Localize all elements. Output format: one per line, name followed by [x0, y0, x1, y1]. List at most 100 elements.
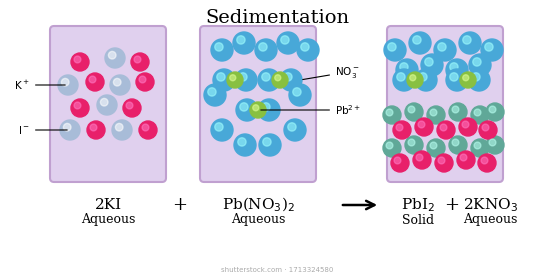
- Text: Solid: Solid: [402, 213, 434, 227]
- Circle shape: [450, 73, 458, 81]
- Text: Pb(NO$_3$)$_2$: Pb(NO$_3$)$_2$: [222, 196, 295, 214]
- Circle shape: [301, 43, 309, 51]
- Circle shape: [110, 75, 130, 95]
- Circle shape: [408, 139, 415, 146]
- Circle shape: [71, 53, 89, 71]
- Circle shape: [281, 36, 289, 44]
- Text: Aqueous: Aqueous: [463, 213, 517, 227]
- Circle shape: [89, 76, 96, 83]
- Circle shape: [472, 73, 480, 81]
- Circle shape: [438, 43, 446, 51]
- Circle shape: [408, 106, 415, 113]
- Circle shape: [468, 69, 490, 91]
- Circle shape: [280, 69, 302, 91]
- Circle shape: [208, 88, 216, 96]
- Circle shape: [234, 134, 256, 156]
- Circle shape: [277, 32, 299, 54]
- Circle shape: [215, 123, 223, 131]
- Circle shape: [474, 142, 481, 149]
- Circle shape: [405, 136, 423, 154]
- Circle shape: [416, 154, 423, 161]
- Circle shape: [259, 134, 281, 156]
- Circle shape: [450, 63, 458, 71]
- Circle shape: [449, 103, 467, 121]
- Circle shape: [136, 73, 154, 91]
- Circle shape: [437, 121, 455, 139]
- Text: Aqueous: Aqueous: [81, 213, 135, 227]
- Circle shape: [463, 36, 471, 44]
- Circle shape: [427, 139, 445, 157]
- Text: PbI$_2$: PbI$_2$: [401, 196, 435, 214]
- Circle shape: [489, 139, 496, 146]
- Circle shape: [397, 73, 405, 81]
- Circle shape: [413, 151, 431, 169]
- Circle shape: [288, 123, 296, 131]
- Circle shape: [100, 98, 108, 106]
- Circle shape: [386, 142, 393, 149]
- Circle shape: [74, 56, 81, 63]
- Circle shape: [97, 95, 117, 115]
- Circle shape: [63, 123, 71, 131]
- Circle shape: [258, 69, 280, 91]
- Circle shape: [239, 73, 247, 81]
- Circle shape: [400, 63, 408, 71]
- Text: NO$_3^-$: NO$_3^-$: [302, 64, 360, 80]
- Circle shape: [250, 102, 266, 118]
- Circle shape: [486, 136, 504, 154]
- Circle shape: [275, 75, 281, 81]
- Circle shape: [259, 43, 267, 51]
- Circle shape: [418, 121, 425, 128]
- Circle shape: [211, 39, 233, 61]
- Circle shape: [293, 88, 301, 96]
- Circle shape: [435, 154, 453, 172]
- Circle shape: [109, 52, 116, 59]
- Circle shape: [471, 139, 489, 157]
- Text: 2KNO$_3$: 2KNO$_3$: [463, 196, 517, 214]
- Circle shape: [405, 103, 423, 121]
- Circle shape: [446, 59, 468, 81]
- Circle shape: [297, 39, 319, 61]
- Circle shape: [457, 151, 475, 169]
- Circle shape: [61, 78, 69, 86]
- Circle shape: [142, 124, 149, 131]
- Circle shape: [393, 69, 415, 91]
- Circle shape: [482, 124, 489, 131]
- Circle shape: [261, 103, 270, 111]
- Circle shape: [407, 72, 423, 88]
- Circle shape: [139, 76, 146, 83]
- Circle shape: [237, 36, 245, 44]
- Circle shape: [112, 120, 132, 140]
- Circle shape: [236, 99, 258, 121]
- Circle shape: [235, 69, 257, 91]
- Circle shape: [409, 32, 431, 54]
- Circle shape: [459, 32, 481, 54]
- Circle shape: [486, 103, 504, 121]
- Circle shape: [204, 84, 226, 106]
- Circle shape: [233, 32, 255, 54]
- Circle shape: [90, 124, 97, 131]
- Circle shape: [272, 72, 288, 88]
- Text: Pb$^{2+}$: Pb$^{2+}$: [261, 103, 361, 117]
- FancyBboxPatch shape: [387, 26, 503, 182]
- Circle shape: [462, 121, 469, 128]
- Circle shape: [485, 43, 493, 51]
- Circle shape: [419, 73, 427, 81]
- Text: shutterstock.com · 1713324580: shutterstock.com · 1713324580: [221, 267, 333, 273]
- Circle shape: [386, 109, 393, 116]
- Circle shape: [415, 118, 433, 136]
- Circle shape: [469, 54, 491, 76]
- Circle shape: [258, 99, 280, 121]
- Text: I$^-$: I$^-$: [18, 124, 67, 136]
- Circle shape: [384, 39, 406, 61]
- FancyBboxPatch shape: [200, 26, 316, 182]
- Circle shape: [479, 121, 497, 139]
- Circle shape: [434, 39, 456, 61]
- Circle shape: [289, 84, 311, 106]
- Circle shape: [438, 157, 445, 164]
- Circle shape: [459, 118, 477, 136]
- Circle shape: [430, 142, 437, 149]
- Circle shape: [105, 48, 125, 68]
- Circle shape: [391, 154, 409, 172]
- Circle shape: [58, 75, 78, 95]
- Circle shape: [449, 136, 467, 154]
